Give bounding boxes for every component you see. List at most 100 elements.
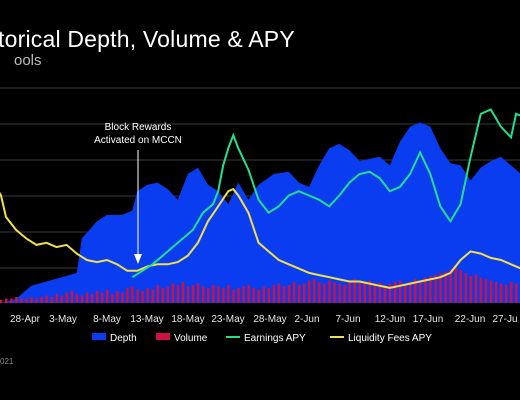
chart-title: torical Depth, Volume & APY bbox=[0, 26, 295, 52]
volume-bar bbox=[333, 282, 336, 303]
volume-bar bbox=[40, 297, 43, 303]
volume-bar bbox=[459, 270, 462, 303]
volume-bar bbox=[313, 279, 316, 303]
liquidity-fees-line bbox=[0, 187, 520, 289]
volume-bar bbox=[75, 294, 79, 303]
chart-subtitle: ools bbox=[14, 52, 42, 69]
volume-bar bbox=[409, 282, 412, 303]
legend-label: Volume bbox=[174, 333, 208, 344]
volume-bar bbox=[454, 267, 457, 303]
footer-note: 021 bbox=[0, 357, 14, 366]
volume-bar bbox=[474, 274, 478, 303]
volume-bar bbox=[247, 285, 250, 303]
volume-bar bbox=[484, 279, 488, 303]
depth-area bbox=[1, 122, 520, 303]
x-tick-label: 27-Ju bbox=[492, 314, 517, 325]
volume-bar bbox=[383, 285, 387, 303]
volume-bar bbox=[181, 282, 185, 303]
volume-bar bbox=[90, 294, 94, 303]
volume-bar bbox=[404, 283, 407, 303]
legend-label: Liquidity Fees APY bbox=[348, 333, 432, 344]
volume-bar bbox=[277, 283, 281, 303]
volume-bar bbox=[171, 283, 175, 303]
volume-bar bbox=[242, 286, 245, 303]
volume-bar bbox=[207, 288, 210, 303]
volume-bar bbox=[121, 292, 124, 303]
volume-bar bbox=[70, 291, 74, 303]
volume-bar bbox=[464, 273, 467, 303]
volume-bar bbox=[232, 289, 235, 303]
volume-bar bbox=[505, 285, 508, 303]
x-tick-label: 7-Jun bbox=[335, 314, 360, 325]
volume-bar bbox=[308, 280, 311, 303]
x-tick-label: 28-May bbox=[253, 314, 286, 325]
volume-bar bbox=[510, 282, 513, 303]
volume-bar bbox=[111, 294, 114, 303]
volume-bar bbox=[85, 292, 89, 303]
x-tick-label: 3-May bbox=[49, 314, 77, 325]
volume-bar bbox=[186, 286, 190, 303]
volume-bar bbox=[338, 283, 341, 303]
volume-bar bbox=[45, 295, 48, 303]
legend-label: Earnings APY bbox=[244, 333, 306, 344]
volume-bar bbox=[30, 297, 33, 303]
volume-bar bbox=[151, 289, 154, 303]
volume-bar bbox=[252, 288, 255, 303]
volume-bar bbox=[388, 283, 392, 303]
volume-bar bbox=[469, 276, 473, 303]
legend-swatch bbox=[92, 333, 106, 340]
volume-bar bbox=[489, 280, 493, 303]
volume-bar bbox=[429, 276, 432, 303]
x-tick-label: 12-Jun bbox=[375, 314, 406, 325]
legend-swatch bbox=[156, 333, 170, 340]
volume-bar bbox=[292, 282, 296, 303]
annotation-line-1: Block Rewards bbox=[105, 122, 172, 133]
volume-bar bbox=[106, 289, 109, 303]
volume-bar bbox=[368, 280, 372, 303]
volume-bar bbox=[35, 298, 38, 303]
volume-bar bbox=[15, 297, 18, 303]
volume-bar bbox=[358, 280, 361, 303]
x-tick-label: 13-May bbox=[130, 314, 163, 325]
volume-bar bbox=[131, 286, 134, 303]
volume-bar bbox=[393, 282, 397, 303]
volume-bar bbox=[80, 295, 84, 303]
volume-bar bbox=[25, 298, 28, 303]
volume-bar bbox=[419, 280, 422, 303]
volume-bar bbox=[267, 288, 271, 303]
annotation-arrowhead bbox=[134, 254, 142, 264]
earnings-apy-line bbox=[131, 108, 520, 279]
volume-bar bbox=[303, 283, 306, 303]
volume-bar bbox=[353, 279, 356, 303]
volume-bar bbox=[323, 283, 326, 303]
annotation-line-2: Activated on MCCN bbox=[94, 135, 182, 146]
volume-bar bbox=[414, 279, 417, 303]
volume-bar bbox=[0, 300, 3, 303]
x-tick-label: 22-Jun bbox=[455, 314, 486, 325]
volume-bar bbox=[262, 286, 265, 303]
volume-bar bbox=[176, 285, 180, 303]
volume-bar bbox=[146, 288, 149, 303]
volume-bar bbox=[515, 283, 518, 303]
volume-bar bbox=[237, 288, 240, 303]
volume-bar bbox=[282, 286, 286, 303]
volume-bar bbox=[328, 280, 331, 303]
volume-bar bbox=[227, 285, 230, 303]
volume-bar bbox=[95, 291, 99, 303]
volume-bar bbox=[191, 285, 195, 303]
volume-bar bbox=[161, 288, 164, 303]
volume-bar bbox=[126, 288, 129, 303]
volume-bar bbox=[156, 285, 159, 303]
volume-bar bbox=[116, 291, 119, 303]
volume-bar bbox=[499, 283, 503, 303]
x-tick-label: 18-May bbox=[171, 314, 204, 325]
volume-bar bbox=[449, 270, 452, 303]
volume-bar bbox=[373, 283, 377, 303]
volume-bar bbox=[479, 277, 483, 303]
volume-bar bbox=[378, 282, 382, 303]
volume-bar bbox=[65, 292, 69, 303]
volume-bar bbox=[363, 282, 366, 303]
volume-bar bbox=[424, 277, 427, 303]
volume-bar bbox=[55, 294, 58, 303]
